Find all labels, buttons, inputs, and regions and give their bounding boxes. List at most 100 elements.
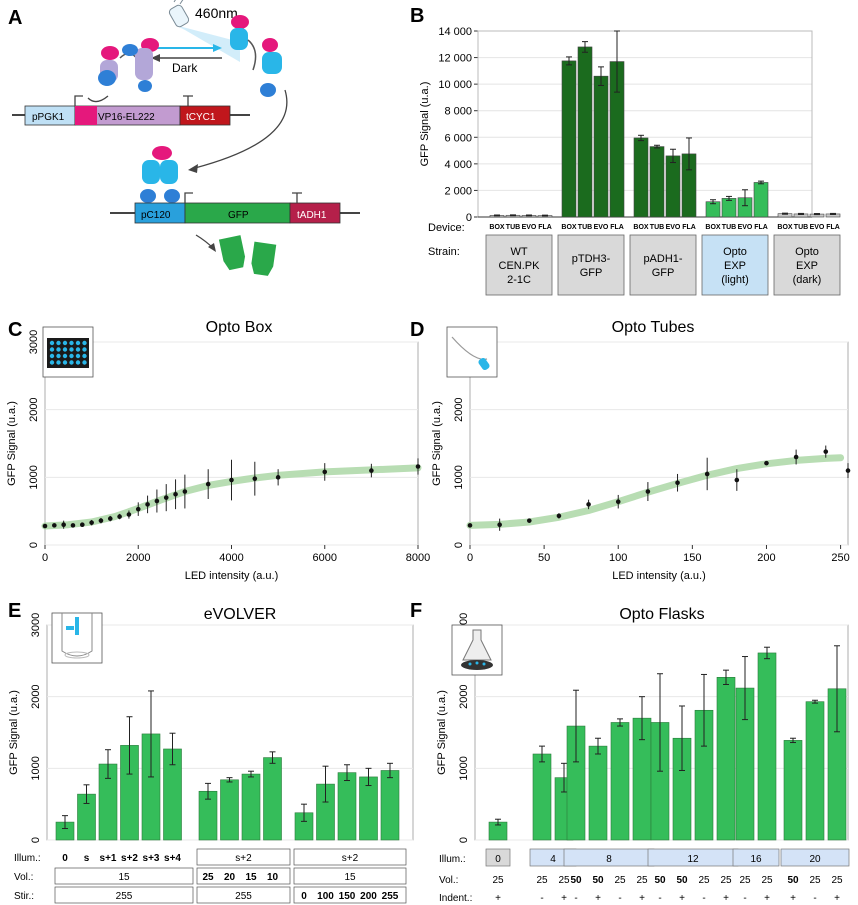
strain-label: Opto xyxy=(795,246,819,258)
well-dot xyxy=(82,360,87,365)
y-tick-label: 1000 xyxy=(458,756,470,780)
y-tick-label: 1000 xyxy=(453,465,465,489)
well-dot xyxy=(62,347,68,352)
condition-box xyxy=(54,886,194,904)
dark-label: Dark xyxy=(172,61,198,75)
data-point xyxy=(615,499,621,504)
chart-title: eVOLVER xyxy=(204,606,277,623)
x-tick-label: 50 xyxy=(538,552,550,564)
illum-value: 4 xyxy=(550,854,556,865)
data-point xyxy=(61,522,66,527)
data-point xyxy=(107,516,113,521)
y-tick-label: 0 xyxy=(466,212,472,224)
panel-letter-b: B xyxy=(410,5,424,27)
tadh1-label: tADH1 xyxy=(297,210,327,221)
data-point xyxy=(586,502,591,507)
y-tick-label: 10 000 xyxy=(438,79,472,91)
y-tick-label: 0 xyxy=(453,542,465,548)
y-tick-label: 0 xyxy=(30,837,42,843)
data-point xyxy=(845,468,851,473)
bar xyxy=(241,773,261,841)
bar xyxy=(359,776,378,841)
tcyc1-terminator xyxy=(179,105,231,126)
chart-title: Opto Box xyxy=(206,319,273,336)
strain-label: 2-1C xyxy=(507,274,531,286)
vol-value: 25 xyxy=(492,875,504,886)
condition-value: 25 xyxy=(202,872,214,883)
well-dot xyxy=(62,360,68,365)
dark-arrowhead xyxy=(151,54,160,62)
vp16-el222-label: VP16-EL222 xyxy=(98,112,155,123)
inactive-el222-protein-2 xyxy=(122,38,159,92)
well-dot xyxy=(49,340,55,346)
illum-row-label: Illum.: xyxy=(14,853,41,864)
condition-value: s+1 xyxy=(100,853,117,864)
illum-value: 12 xyxy=(687,854,699,865)
data-point xyxy=(163,495,169,500)
indent-value: + xyxy=(790,893,796,904)
bar xyxy=(337,772,357,841)
device-tick-label: BOX xyxy=(705,224,721,231)
data-point xyxy=(182,489,188,494)
data-point xyxy=(275,475,281,480)
device-tick-label: FLA xyxy=(610,224,624,231)
device-tick-label: TUB xyxy=(506,224,520,231)
bar xyxy=(588,745,608,841)
stir-row-label: Stir.: xyxy=(14,891,34,902)
y-tick-label: 2000 xyxy=(458,684,470,708)
x-axis-label: LED intensity (a.u.) xyxy=(612,570,706,582)
bar xyxy=(649,146,665,218)
bar xyxy=(561,60,577,218)
panel-letter-a: A xyxy=(8,7,22,29)
vol-value: 50 xyxy=(787,875,799,886)
condition-box xyxy=(196,867,291,885)
gfp-label: GFP xyxy=(228,210,249,221)
tadh1-terminator xyxy=(289,202,341,224)
data-point xyxy=(793,454,799,460)
y-axis-label: GFP Signal (u.a.) xyxy=(8,690,20,775)
ppgk1-label: pPGK1 xyxy=(32,112,65,123)
y-axis-label: GFP Signal (u.a.) xyxy=(419,82,431,167)
light-beam xyxy=(175,25,240,62)
indent-value: - xyxy=(743,893,746,904)
tcyc1-label: tCYC1 xyxy=(186,112,216,123)
condition-box xyxy=(293,867,407,885)
bar xyxy=(610,722,630,841)
vol-value: 25 xyxy=(698,875,710,886)
illum-box xyxy=(485,848,511,867)
binding-arrow xyxy=(194,89,288,169)
well-dot xyxy=(75,340,81,346)
vol-value: 25 xyxy=(614,875,626,886)
indent-value: - xyxy=(658,893,661,904)
vol-row-label: Vol.: xyxy=(14,872,33,883)
vol-value: 25 xyxy=(536,875,548,886)
data-point xyxy=(70,523,76,528)
bar xyxy=(805,701,825,841)
panel-letter-c: C xyxy=(8,319,22,341)
data-point xyxy=(645,489,651,494)
y-tick-label: 0 xyxy=(28,542,40,548)
vol-value: 25 xyxy=(558,875,570,886)
well-dot xyxy=(56,340,61,346)
device-tick-label: BOX xyxy=(777,224,793,231)
panel-letter-e: E xyxy=(8,600,21,622)
pc120-label: pC120 xyxy=(141,210,171,221)
chart-title: Opto Flasks xyxy=(619,606,704,623)
opto-box-wells xyxy=(49,340,87,365)
plot-frame xyxy=(469,341,849,546)
y-tick-label: 1000 xyxy=(30,756,42,780)
y-tick-label: 3000 xyxy=(28,330,40,354)
condition-value: s+2 xyxy=(121,853,138,864)
indent-value: + xyxy=(561,893,567,904)
condition-value: 255 xyxy=(235,891,252,902)
condition-value: 20 xyxy=(224,872,236,883)
well-dot xyxy=(75,360,81,365)
well-dot xyxy=(62,340,68,346)
led-icon xyxy=(168,0,190,28)
y-axis-label: GFP Signal (u.a.) xyxy=(6,401,18,486)
data-point xyxy=(369,468,374,473)
device-tick-label: BOX xyxy=(633,224,649,231)
strain-row-label: Strain: xyxy=(428,246,460,258)
